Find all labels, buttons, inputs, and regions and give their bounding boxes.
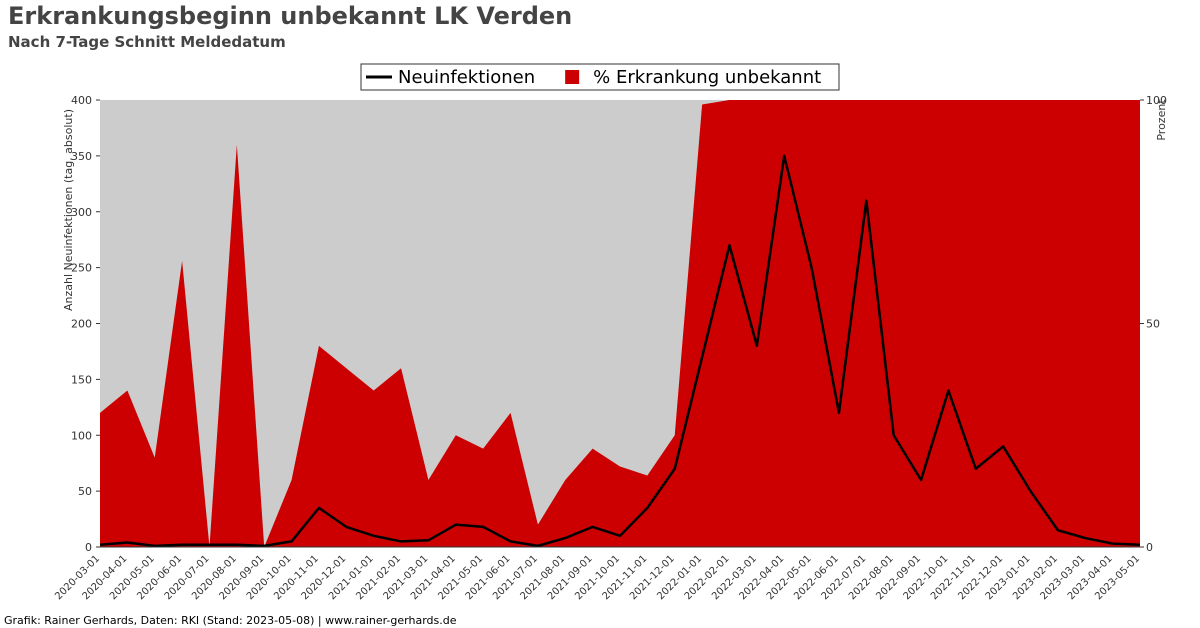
y-tick-label: 50 xyxy=(78,485,92,498)
chart-subtitle: Nach 7-Tage Schnitt Meldedatum xyxy=(8,33,286,51)
y-tick-label: 0 xyxy=(85,541,92,554)
y2-axis-label: Prozent xyxy=(1155,99,1168,141)
y-tick-label: 200 xyxy=(71,318,92,331)
area xyxy=(100,100,1140,547)
legend-label: Neuinfektionen xyxy=(398,67,535,88)
y2-tick-label: 100 xyxy=(1146,94,1167,107)
y2-tick-label: 50 xyxy=(1146,318,1160,331)
y-tick-label: 400 xyxy=(71,94,92,107)
y-tick-label: 250 xyxy=(71,262,92,275)
y2-tick-label: 0 xyxy=(1146,541,1153,554)
legend-swatch xyxy=(565,70,580,84)
y-tick-label: 350 xyxy=(71,150,92,163)
y-tick-label: 100 xyxy=(71,429,92,442)
source-note: Grafik: Rainer Gerhards, Daten: RKI (Sta… xyxy=(4,614,457,627)
y-tick-label: 150 xyxy=(71,373,92,386)
chart-title: Erkrankungsbeginn unbekannt LK Verden xyxy=(8,2,572,30)
y-tick-label: 300 xyxy=(71,206,92,219)
legend-label: % Erkrankung unbekannt xyxy=(593,67,821,88)
y-axis-label: Anzahl Neuinfektionen (tag, absolut) xyxy=(62,109,75,311)
line xyxy=(99,154,1141,548)
legend-box xyxy=(360,63,840,91)
